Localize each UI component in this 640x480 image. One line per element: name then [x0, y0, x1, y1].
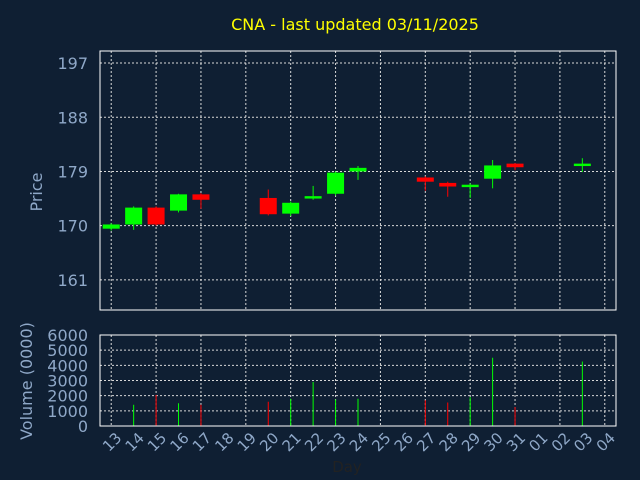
candle-body	[484, 165, 502, 179]
candle-body	[125, 207, 143, 225]
candle-body	[147, 207, 165, 225]
price-tick-label: 161	[57, 271, 88, 290]
price-tick-label: 197	[57, 54, 88, 73]
candlestick-series	[102, 158, 591, 231]
volume-tick-label: 0	[78, 417, 88, 436]
volume-tick-label: 2000	[47, 387, 88, 406]
candle-body	[573, 163, 591, 167]
candle-body	[102, 224, 120, 229]
volume-tick-label: 3000	[47, 372, 88, 391]
candle-body	[192, 194, 210, 200]
candle-body	[170, 194, 188, 211]
price-tick-labels: 161 170 179 188 197	[57, 54, 88, 290]
volume-tick-label: 5000	[47, 341, 88, 360]
price-grid	[100, 51, 616, 310]
volume-series	[133, 357, 583, 426]
price-axis-label: Price	[27, 172, 46, 211]
price-plot-frame	[99, 50, 617, 311]
volume-tick-label: 6000	[47, 326, 88, 345]
price-tick-label: 188	[57, 108, 88, 127]
price-tick-label: 170	[57, 217, 88, 236]
volume-tick-label: 1000	[47, 402, 88, 421]
x-tick-label: 04	[593, 429, 619, 455]
candle-body	[506, 163, 524, 168]
volume-tick-label: 4000	[47, 356, 88, 375]
candle-body	[439, 182, 457, 187]
candle-body	[259, 197, 277, 215]
volume-axis-label: Volume (0000)	[17, 322, 36, 440]
x-axis-label: Day	[332, 458, 362, 476]
price-tick-label: 179	[57, 162, 88, 181]
candle-body	[304, 196, 322, 199]
volume-plot-frame	[99, 334, 617, 427]
candle-body	[327, 172, 345, 194]
candle-body	[416, 177, 434, 182]
candle-body	[349, 167, 367, 172]
candle-body	[461, 184, 479, 188]
x-tick-labels: 1314151617181920212223242526272829303101…	[99, 429, 619, 455]
candle-body	[282, 202, 300, 214]
chart-title: CNA - last updated 03/11/2025	[231, 15, 479, 34]
